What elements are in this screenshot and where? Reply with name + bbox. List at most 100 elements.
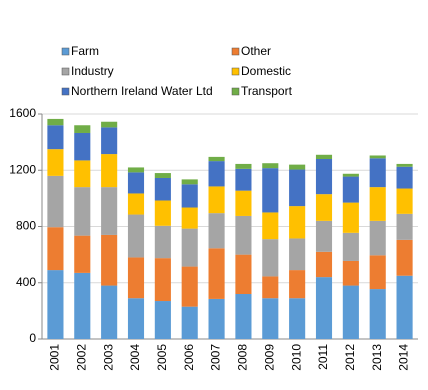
- y-tick-label: 1200: [9, 162, 36, 176]
- bar-segment: [235, 168, 252, 191]
- x-tick-label: 2008: [236, 344, 250, 371]
- bar-segment: [315, 220, 333, 252]
- y-tick-label: 0: [29, 331, 36, 345]
- bar-segment: [262, 168, 279, 213]
- bar-segment: [289, 238, 306, 271]
- bar-segment: [208, 213, 225, 249]
- x-tick-label: 2005: [155, 344, 169, 371]
- bar-segment: [262, 298, 279, 339]
- bar-segment: [396, 188, 413, 214]
- bar-segment: [342, 173, 359, 177]
- x-tick-label: 2013: [370, 344, 384, 371]
- bar-segment: [101, 121, 118, 128]
- bar-segment: [342, 232, 359, 261]
- legend-label: Industry: [71, 64, 114, 78]
- bar-segment: [74, 235, 91, 273]
- bar-segment: [289, 270, 306, 299]
- legend-swatch: [61, 67, 70, 76]
- bar-segment: [369, 255, 386, 290]
- legend-label: Farm: [71, 44, 99, 58]
- bar-segment: [101, 285, 118, 339]
- bar-segment: [208, 298, 225, 339]
- bar-segment: [235, 190, 252, 216]
- y-tick-label: 800: [16, 219, 36, 233]
- bar-segment: [235, 294, 252, 339]
- bar-segment: [369, 158, 386, 188]
- bar-segment: [154, 200, 171, 226]
- bar-segment: [154, 225, 171, 259]
- legend-label: Northern Ireland Water Ltd: [71, 84, 213, 98]
- bar-segment: [262, 212, 279, 240]
- bar-segment: [369, 220, 386, 256]
- bar-segment: [101, 187, 118, 235]
- bar-segment: [369, 187, 386, 221]
- bar-segment: [289, 298, 306, 339]
- bar-segment: [181, 179, 198, 185]
- legend-swatch: [61, 87, 70, 96]
- bar-segment: [289, 164, 306, 170]
- legend-label: Domestic: [241, 64, 291, 78]
- bar-segment: [235, 215, 252, 255]
- x-tick-label: 2004: [128, 344, 142, 371]
- y-tick-label: 400: [16, 275, 36, 289]
- bar-segment: [47, 227, 64, 271]
- bar-segment: [235, 163, 252, 169]
- bar-segment: [396, 275, 413, 339]
- x-tick-label: 2006: [182, 344, 196, 371]
- bar-segment: [315, 251, 333, 278]
- bar-segment: [289, 206, 306, 239]
- bar-segment: [315, 277, 333, 339]
- bar-segment: [154, 173, 171, 178]
- bar-segment: [181, 207, 198, 229]
- bar-segment: [342, 176, 359, 203]
- bar-segment: [315, 194, 333, 221]
- bar-segment: [342, 285, 359, 339]
- bar-segment: [127, 214, 145, 258]
- bar-segment: [208, 248, 225, 299]
- legend-label: Other: [241, 44, 271, 58]
- x-tick-label: 2011: [316, 344, 330, 370]
- bar-segment: [369, 155, 386, 159]
- bar-segment: [369, 289, 386, 339]
- x-tick-label: 2014: [397, 344, 411, 371]
- x-tick-label: 2009: [262, 344, 276, 371]
- bar-segment: [154, 177, 171, 201]
- bar-segment: [74, 132, 91, 161]
- bar-segment: [101, 234, 118, 286]
- bar-segment: [101, 127, 118, 155]
- bar-segment: [127, 172, 145, 194]
- x-tick-label: 2012: [343, 344, 357, 371]
- bar-segment: [208, 156, 225, 162]
- legend-swatch: [61, 47, 70, 56]
- bar-segment: [235, 254, 252, 294]
- bar-segment: [396, 166, 413, 189]
- legend-label: Transport: [241, 84, 293, 98]
- bar-segment: [127, 257, 145, 299]
- bar-segment: [154, 301, 171, 339]
- bar-segment: [262, 276, 279, 299]
- legend-swatch: [231, 47, 240, 56]
- bar-segment: [181, 228, 198, 267]
- bar-segment: [315, 154, 333, 159]
- bar-segment: [208, 186, 225, 214]
- x-tick-label: 2003: [101, 344, 115, 371]
- bar-segment: [74, 160, 91, 188]
- bar-segment: [396, 213, 413, 240]
- bar-segment: [289, 169, 306, 207]
- bar-segment: [208, 161, 225, 187]
- bar-segment: [154, 258, 171, 302]
- bar-segment: [342, 202, 359, 233]
- bar-segment: [262, 239, 279, 277]
- bar-segment: [262, 163, 279, 169]
- bar-segment: [181, 266, 198, 307]
- bar-segment: [47, 149, 64, 176]
- bar-segment: [47, 270, 64, 339]
- legend-swatch: [231, 67, 240, 76]
- bar-segment: [127, 167, 145, 173]
- bar-segment: [101, 154, 118, 188]
- bar-segment: [47, 125, 64, 150]
- bar-segment: [74, 187, 91, 236]
- legend-swatch: [231, 87, 240, 96]
- y-tick-label: 1600: [9, 106, 36, 120]
